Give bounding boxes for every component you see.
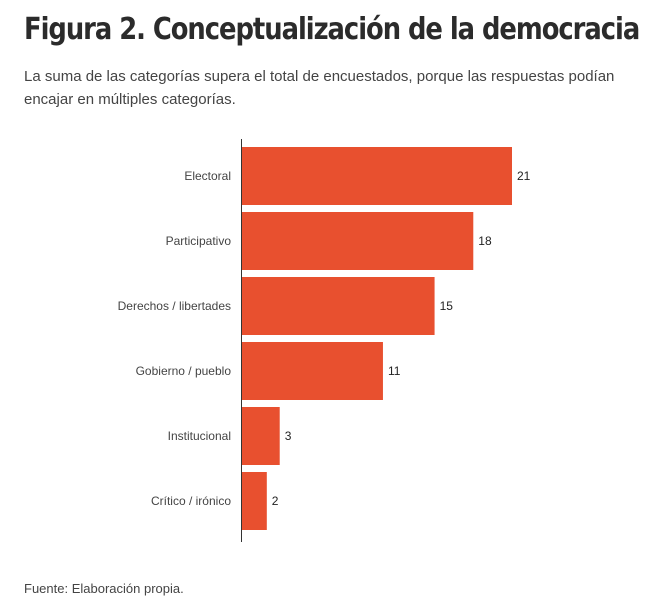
category-label-3: Gobierno / pueblo	[136, 364, 232, 378]
bars-group	[241, 147, 512, 530]
bar-0	[241, 147, 512, 205]
source-note: Fuente: Elaboración propia.	[24, 581, 184, 596]
value-labels-group: 21 18 15 11 3 2	[272, 169, 531, 508]
value-label-2: 15	[440, 299, 454, 313]
bar-5	[241, 472, 267, 530]
value-label-5: 2	[272, 494, 279, 508]
bar-1	[241, 212, 474, 270]
value-label-1: 18	[478, 234, 492, 248]
chart-subtitle: La suma de las categorías supera el tota…	[24, 68, 615, 108]
category-label-1: Participativo	[166, 234, 232, 248]
value-label-3: 11	[388, 364, 401, 378]
category-labels-group: Electoral Participativo Derechos / liberta…	[118, 169, 232, 508]
bar-4	[241, 407, 280, 465]
value-label-0: 21	[517, 169, 531, 183]
bar-2	[241, 277, 435, 335]
bar-chart: Electoral Participativo Derechos / liberta…	[118, 139, 531, 542]
value-label-4: 3	[285, 429, 292, 443]
category-label-0: Electoral	[184, 169, 231, 183]
category-label-2: Derechos / libertades	[118, 299, 231, 313]
bar-3	[241, 342, 383, 400]
category-label-5: Crítico / irónico	[151, 494, 231, 508]
category-label-4: Institucional	[168, 429, 231, 443]
chart-title: Figura 2. Conceptualización de la democr…	[24, 12, 640, 47]
